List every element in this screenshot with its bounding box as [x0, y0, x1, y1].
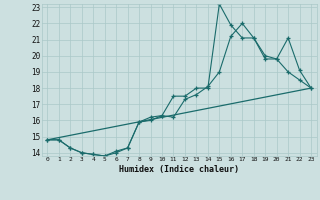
- X-axis label: Humidex (Indice chaleur): Humidex (Indice chaleur): [119, 165, 239, 174]
